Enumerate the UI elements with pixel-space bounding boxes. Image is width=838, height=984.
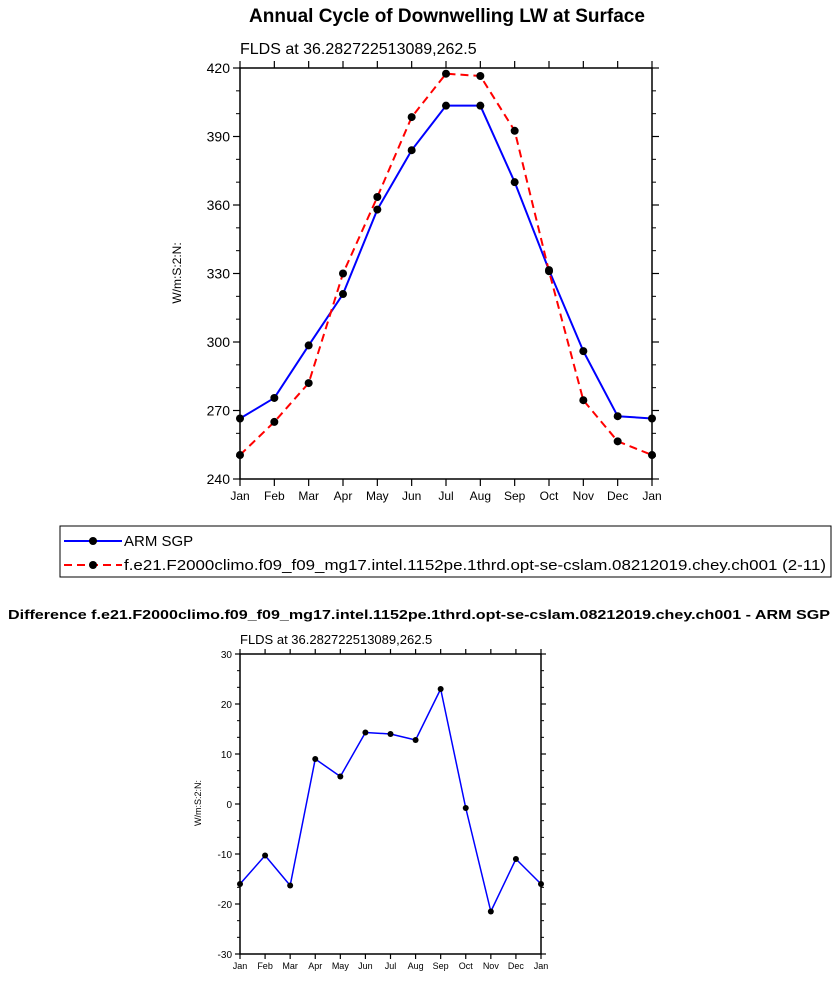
chart2-series-0-point — [437, 686, 444, 692]
chart2-ytick-label: 10 — [221, 750, 233, 761]
chart2-xtick-label: Jan — [233, 961, 248, 971]
chart1-xtick-label: Aug — [470, 489, 491, 503]
chart2-series-0-point — [487, 908, 494, 915]
chart2-xtick-label: Dec — [508, 961, 525, 971]
chart2-series-0-point — [312, 756, 319, 762]
chart1-series-0-point — [339, 290, 347, 299]
chart1-xtick-label: Sep — [504, 489, 526, 503]
chart2-ytick-label: -10 — [218, 850, 233, 861]
chart2-ylabel: W/m:S:2:N: — [193, 780, 203, 826]
chart2-ytick-label: 0 — [226, 800, 232, 811]
chart1-series-1-point — [648, 451, 656, 460]
chart2-plot-area: -30 -20 -10 0 10 20 30 Jan Feb Mar Apr May Jun Jul Aug… — [218, 649, 549, 971]
chart2-xtick-label: Oct — [459, 961, 474, 971]
chart2-frame — [239, 653, 542, 955]
chart1-series-line-1 — [239, 72, 653, 456]
chart2-series-0-point — [462, 805, 469, 811]
chart1-series-1-point — [510, 126, 519, 135]
chart1-ytick-label: 240 — [207, 471, 231, 487]
chart1-series-0-point — [510, 178, 519, 187]
chart2-ytick-label: -30 — [218, 950, 233, 961]
chart2-xtick-label: Nov — [483, 961, 500, 971]
chart2-xtick-label: May — [332, 961, 350, 971]
chart1-series-0-point — [407, 146, 416, 155]
chart1-series-1-point — [579, 396, 588, 405]
chart1-title: Annual Cycle of Downwelling LW at Surfac… — [249, 6, 645, 27]
chart1-series-0-point — [373, 205, 382, 214]
chart1-ytick-label: 360 — [207, 197, 231, 213]
chart2-series-0-point — [387, 731, 394, 737]
chart1-series-0-point — [304, 341, 313, 350]
chart2-subtitle: FLDS at 36.282722513089,262.5 — [240, 632, 432, 647]
chart2-series-0-point — [287, 882, 294, 889]
chart1-series-0-point — [613, 412, 622, 421]
chart1-frame — [239, 67, 653, 480]
chart1-xtick-label: Dec — [607, 489, 628, 503]
chart2-ytick-label: 20 — [221, 700, 233, 711]
chart2-series-0-point — [262, 852, 269, 859]
chart1-ytick-label: 270 — [207, 403, 231, 419]
chart2-xtick-label: Feb — [257, 961, 273, 971]
chart1-series-0-point — [648, 414, 656, 423]
chart2-title: Difference f.e21.F2000climo.f09_f09_mg17… — [8, 607, 830, 622]
chart2-xtick-label: Apr — [308, 961, 322, 971]
chart1-series-0-point — [476, 101, 485, 110]
chart2-xtick-label: Jun — [358, 961, 373, 971]
chart2-series-line-0 — [239, 688, 542, 913]
chart1-ytick-label: 390 — [207, 129, 231, 145]
chart1-series-1-point — [613, 437, 622, 446]
chart2-series-0-point — [337, 773, 344, 780]
chart1-series-1-point — [339, 269, 347, 278]
chart1-series-1-point — [442, 69, 450, 78]
chart1-xtick-label: Nov — [573, 489, 594, 503]
chart1-xtick-label: Jul — [438, 489, 453, 503]
legend-label-arm: ARM SGP — [124, 533, 193, 550]
chart1-series-1-point — [236, 451, 244, 460]
chart1-ytick-label: 330 — [207, 266, 231, 282]
chart2-ytick-label: -20 — [218, 900, 233, 911]
legend-label-model: f.e21.F2000climo.f09_f09_mg17.intel.1152… — [124, 557, 826, 574]
chart1-subtitle: FLDS at 36.282722513089,262.5 — [240, 41, 477, 58]
chart2-series-0-point — [237, 881, 243, 887]
chart1-xtick-label: Jan — [230, 489, 249, 503]
chart1-xtick-label: Mar — [298, 489, 319, 503]
chart1-series-1-point — [476, 71, 485, 80]
chart2-xtick-label: Jan — [534, 961, 549, 971]
legend-marker-model — [89, 561, 97, 569]
chart1-xtick-label: Feb — [264, 489, 285, 503]
chart1-series-1-point — [545, 267, 553, 276]
legend-box — [59, 525, 832, 578]
chart2-series-0-point — [412, 737, 419, 743]
chart1-xtick-label: Jun — [402, 489, 421, 503]
chart1-series-1-point — [373, 193, 382, 202]
chart1-series-0-point — [442, 101, 450, 110]
legend-marker-arm — [89, 537, 97, 545]
chart2-series-0-point — [512, 856, 519, 862]
chart1-series-1-point — [407, 113, 416, 122]
chart1-xtick-label: Oct — [540, 489, 559, 503]
chart2-xtick-label: Mar — [282, 961, 298, 971]
chart1-series-0-point — [579, 347, 588, 356]
chart1-ytick-label: 420 — [207, 60, 231, 76]
chart2-xtick-label: Jul — [385, 961, 397, 971]
chart1-series-1-point — [304, 379, 313, 388]
chart1-xtick-label: Jan — [642, 489, 661, 503]
chart1-plot-area: 240 270 300 330 360 390 420 Jan Feb Mar Apr May Jun J… — [207, 60, 662, 503]
chart1-xtick-label: Apr — [334, 489, 353, 503]
chart2-series-0-point — [538, 881, 544, 887]
chart1-series-line-0 — [239, 104, 653, 420]
chart2-xtick-label: Aug — [408, 961, 424, 971]
chart2-ytick-label: 30 — [221, 650, 233, 661]
chart2-xtick-label: Sep — [433, 961, 449, 971]
chart1-xtick-label: May — [366, 489, 389, 503]
chart1-series-0-point — [236, 414, 244, 423]
chart1-series-0-point — [270, 393, 279, 402]
chart1-ytick-label: 300 — [207, 334, 231, 350]
chart2-series-0-point — [362, 729, 369, 736]
chart1-series-1-point — [270, 417, 279, 426]
chart1-ylabel: W/m:S:2:N: — [170, 242, 184, 303]
